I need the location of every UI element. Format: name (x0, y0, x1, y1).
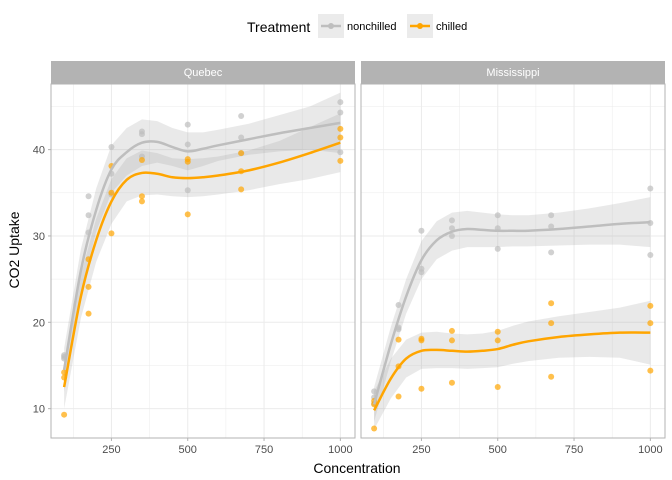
data-point-chilled (548, 300, 555, 307)
x-axis-title: Concentration (313, 460, 400, 476)
data-point-nonchilled (448, 217, 455, 224)
data-point-nonchilled (548, 212, 555, 219)
x-tick-label: 750 (565, 444, 583, 456)
panel-quebec: Quebec 250 500 750 1000 10 20 30 40 (33, 61, 356, 456)
facet-panels: Quebec 250 500 750 1000 10 20 30 40 Mississippi 25… (33, 61, 666, 456)
data-point-nonchilled (85, 212, 92, 219)
confidence-band-chilled (374, 300, 651, 430)
smooth-line-nonchilled (372, 220, 651, 405)
x-tick-label: 500 (489, 444, 507, 456)
data-point-chilled (418, 385, 425, 392)
data-point-chilled (494, 384, 501, 391)
data-point-chilled (85, 283, 92, 290)
data-point-chilled (108, 189, 115, 196)
data-point-chilled (238, 186, 245, 193)
data-point-chilled (548, 320, 555, 327)
data-point-chilled (337, 134, 344, 141)
panel-background-mississippi (361, 84, 665, 438)
data-point-chilled (395, 336, 402, 343)
data-point-chilled (548, 373, 555, 380)
data-point-nonchilled (418, 227, 425, 234)
data-point-chilled (184, 158, 191, 165)
x-tick-label: 750 (255, 444, 273, 456)
data-point-chilled (85, 310, 92, 317)
data-point-chilled (395, 393, 402, 400)
data-point-chilled (448, 337, 455, 344)
data-point-chilled (448, 379, 455, 386)
confidence-band-nonchilled (64, 92, 341, 392)
data-point-nonchilled (184, 141, 191, 148)
data-point-chilled (647, 367, 654, 374)
data-point-nonchilled (238, 112, 245, 119)
smooth-line-chilled (62, 141, 341, 388)
data-point-nonchilled (647, 251, 654, 258)
data-point-nonchilled (548, 223, 555, 230)
smooth-line-chilled (373, 331, 651, 411)
legend-key-chilled-point (417, 23, 423, 29)
y-tick-label: 30 (33, 231, 45, 243)
data-point-chilled (337, 125, 344, 132)
data-point-nonchilled (548, 249, 555, 256)
confidence-band-chilled (64, 113, 341, 409)
data-point-nonchilled (184, 187, 191, 194)
legend-label-nonchilled: nonchilled (347, 21, 397, 33)
data-point-nonchilled (337, 99, 344, 106)
data-point-nonchilled (108, 144, 115, 151)
data-point-chilled (108, 230, 115, 237)
data-point-nonchilled (138, 128, 145, 135)
data-point-chilled (138, 198, 145, 205)
legend-label-chilled: chilled (436, 21, 467, 33)
data-point-chilled (337, 157, 344, 164)
y-tick-label: 40 (33, 145, 45, 157)
panel-border-mississippi (360, 83, 666, 439)
data-point-chilled (418, 335, 425, 342)
panel-background-quebec (51, 84, 355, 438)
data-point-nonchilled (418, 269, 425, 276)
strip-quebec (51, 61, 355, 84)
confidence-band-nonchilled (374, 197, 651, 422)
data-point-chilled (238, 150, 245, 157)
y-tick-label: 10 (33, 404, 45, 416)
x-tick-label: 1000 (638, 444, 662, 456)
x-tick-label: 1000 (328, 444, 352, 456)
data-point-chilled (494, 337, 501, 344)
data-point-chilled (448, 327, 455, 334)
data-point-nonchilled (337, 149, 344, 156)
data-point-chilled (138, 193, 145, 200)
y-tick-label: 20 (33, 317, 45, 329)
x-tick-label: 250 (102, 444, 120, 456)
data-point-nonchilled (371, 388, 378, 395)
data-point-chilled (138, 156, 145, 163)
data-point-nonchilled (238, 134, 245, 141)
strip-label-quebec: Quebec (184, 67, 223, 79)
strip-mississippi (361, 61, 665, 84)
strip-label-mississippi: Mississippi (486, 67, 539, 79)
data-point-nonchilled (85, 193, 92, 200)
data-point-nonchilled (184, 121, 191, 128)
data-point-chilled (647, 302, 654, 309)
data-point-nonchilled (448, 225, 455, 232)
legend-title: Treatment (247, 19, 310, 35)
data-point-nonchilled (647, 185, 654, 192)
data-point-nonchilled (494, 212, 501, 219)
data-point-nonchilled (395, 302, 402, 309)
smooth-line-nonchilled (62, 121, 341, 370)
x-tick-label: 500 (179, 444, 197, 456)
x-tick-label: 250 (412, 444, 430, 456)
y-axis-title: CO2 Uptake (6, 211, 22, 288)
panel-mississippi: Mississippi 250 500 750 1000 (360, 61, 666, 456)
data-point-chilled (647, 320, 654, 327)
data-point-chilled (61, 411, 68, 418)
legend: Treatment nonchilled chilled (247, 14, 467, 38)
data-point-chilled (371, 425, 378, 432)
data-point-chilled (184, 211, 191, 218)
panel-border-quebec (50, 83, 356, 439)
data-point-nonchilled (337, 109, 344, 116)
data-point-nonchilled (448, 232, 455, 239)
data-point-chilled (494, 328, 501, 335)
data-point-nonchilled (494, 245, 501, 252)
legend-key-nonchilled-point (328, 23, 334, 29)
